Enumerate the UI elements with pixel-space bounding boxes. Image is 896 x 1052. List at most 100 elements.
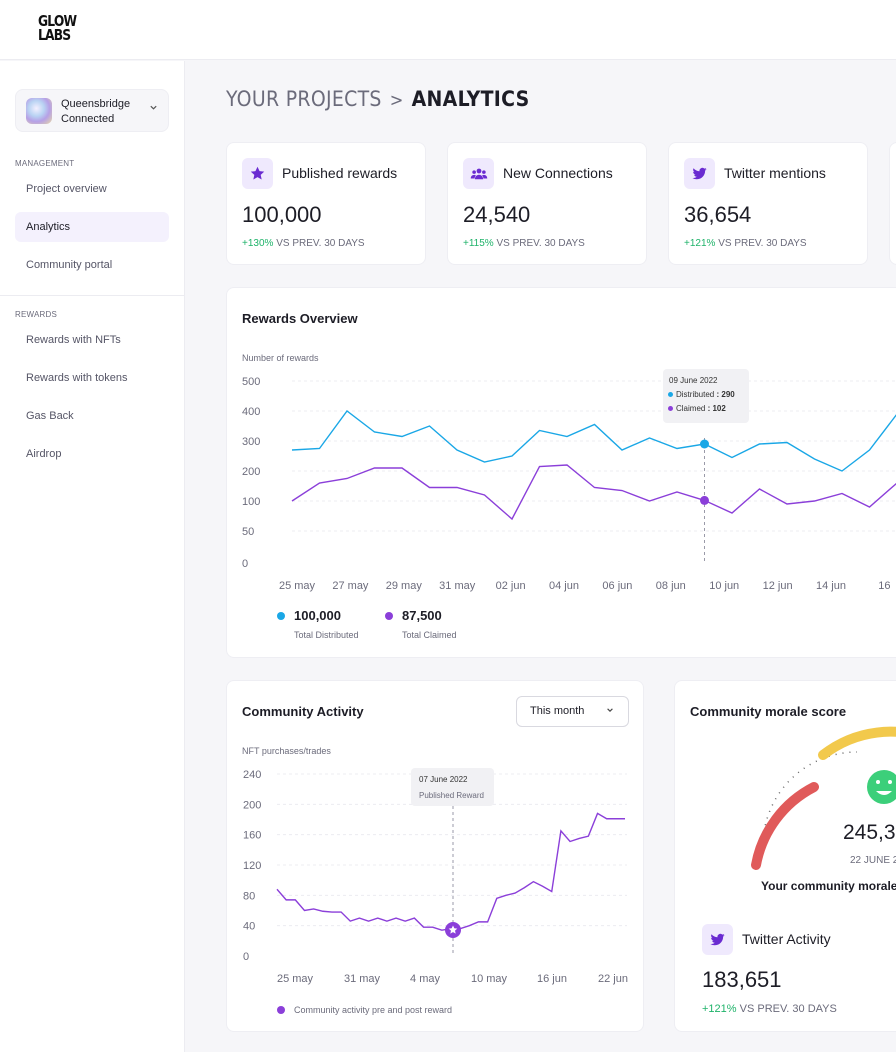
stat-value: 24,540 xyxy=(463,202,531,227)
x-tick-label: 31 may xyxy=(439,580,476,592)
x-tick-label: 04 jun xyxy=(549,580,579,592)
breadcrumb: YOUR PROJECTS > ANALYTICS xyxy=(226,86,530,114)
stat-change: +115% VS PREV. 30 DAYS xyxy=(463,238,585,249)
tooltip-distributed-label: Distributed xyxy=(676,390,715,399)
x-tick-label: 4 may xyxy=(410,973,440,985)
twitter-icon xyxy=(684,158,715,189)
y-tick-label: 120 xyxy=(243,860,261,872)
breadcrumb-parent[interactable]: YOUR PROJECTS xyxy=(226,87,382,111)
stat-period: VS PREV. 30 DAYS xyxy=(276,238,365,249)
x-tick-label: 06 jun xyxy=(602,580,632,592)
logo-line-1: GLOW xyxy=(38,12,77,30)
y-tick-label: 240 xyxy=(243,769,261,781)
x-tick-label: 29 may xyxy=(386,580,423,592)
twitter-activity-period: VS PREV. 30 DAYS xyxy=(739,1003,837,1015)
twitter-icon xyxy=(702,924,733,955)
sidebar-item-gas-back[interactable]: Gas Back xyxy=(26,410,74,422)
tooltip-distributed-dot xyxy=(668,392,673,397)
stat-label: New Connections xyxy=(503,165,613,181)
account-status: Connected xyxy=(61,113,115,125)
stat-change: +121% VS PREV. 30 DAYS xyxy=(684,238,807,249)
breadcrumb-separator: > xyxy=(389,90,404,111)
x-tick-label: 31 may xyxy=(344,973,381,985)
chevron-down-icon xyxy=(606,697,614,726)
sidebar-item-rewards-nfts[interactable]: Rewards with NFTs xyxy=(26,334,121,346)
y-tick-label: 400 xyxy=(242,406,260,418)
sidebar-item-project-overview[interactable]: Project overview xyxy=(26,183,107,195)
smiley-face-icon xyxy=(867,770,896,804)
stat-change-percent: +130% xyxy=(242,238,274,249)
morale-caption: Your community morale xyxy=(761,879,896,893)
x-tick-label: 12 jun xyxy=(763,580,793,592)
x-tick-label: 25 may xyxy=(279,580,316,592)
x-tick-label: 27 may xyxy=(332,580,369,592)
activity-legend-label: Community activity pre and post reward xyxy=(294,1005,453,1015)
stat-period: VS PREV. 30 DAYS xyxy=(718,238,807,249)
tooltip-distributed: Distributed : 290 xyxy=(676,390,735,399)
stat-value: 100,000 xyxy=(242,202,322,227)
stat-change-percent: +121% xyxy=(684,238,716,249)
stat-value: 36,654 xyxy=(684,202,752,227)
sidebar-item-analytics[interactable]: Analytics xyxy=(15,212,169,242)
hover-point-claimed xyxy=(700,495,709,505)
project-avatar xyxy=(26,98,52,124)
hover-point-distributed xyxy=(700,439,709,449)
rewards-y-axis-label: Number of rewards xyxy=(242,353,319,363)
sidebar-item-rewards-tokens[interactable]: Rewards with tokens xyxy=(26,372,128,384)
top-bar: GLOW LABS xyxy=(0,0,896,60)
legend-claimed-dot xyxy=(385,612,393,620)
y-tick-label: 160 xyxy=(243,830,261,842)
activity-tooltip-text: Published Reward xyxy=(419,791,484,800)
y-tick-label: 300 xyxy=(242,436,260,448)
morale-date: 22 JUNE 2 xyxy=(850,855,896,866)
community-activity-card: Community Activity This month NFT purcha… xyxy=(226,680,644,1032)
activity-line-chart: 0 40 80 120 160 200 240 25 may 31 may 4 may 10 may… xyxy=(243,769,628,985)
activity-tooltip-date: 07 June 2022 xyxy=(419,775,468,784)
x-tick-label: 22 jun xyxy=(598,973,628,985)
x-tick-label: 16 xyxy=(878,580,890,592)
account-switcher[interactable]: Queensbridge Connected xyxy=(15,89,169,132)
legend-claimed-value: 87,500 xyxy=(402,608,442,623)
legend-distributed-value: 100,000 xyxy=(294,608,341,623)
gauge-yellow-segment xyxy=(818,726,896,760)
rewards-line-chart: 0 50 100 200 300 400 500 25 may 27 may 29 may 31 m… xyxy=(242,376,896,592)
rewards-tooltip: 09 June 2022 Distributed : 290 Claimed :… xyxy=(663,369,749,423)
legend-distributed-dot xyxy=(277,612,285,620)
twitter-activity-value: 183,651 xyxy=(702,967,782,992)
x-tick-label: 02 jun xyxy=(496,580,526,592)
tooltip-claimed-value: : 102 xyxy=(707,404,726,413)
x-tick-label: 14 jun xyxy=(816,580,846,592)
sidebar: Queensbridge Connected MANAGEMENT Projec… xyxy=(0,61,185,1052)
y-tick-label: 50 xyxy=(242,526,254,538)
rewards-overview-title: Rewards Overview xyxy=(242,311,358,326)
chevron-down-icon xyxy=(149,103,158,115)
series-line-activity xyxy=(276,812,625,931)
period-dropdown[interactable]: This month xyxy=(516,696,629,727)
period-dropdown-value: This month xyxy=(530,705,585,717)
y-tick-label: 100 xyxy=(242,496,260,508)
legend-distributed-label: Total Distributed xyxy=(294,630,359,640)
community-activity-title: Community Activity xyxy=(242,704,364,719)
stat-card-partial xyxy=(889,142,896,265)
stat-change: +130% VS PREV. 30 DAYS xyxy=(242,238,365,249)
x-tick-label: 08 jun xyxy=(656,580,686,592)
glow-labs-logo[interactable]: GLOW LABS xyxy=(38,12,77,43)
y-tick-label: 0 xyxy=(243,951,249,963)
legend-claimed-label: Total Claimed xyxy=(402,630,457,640)
sidebar-item-community-portal[interactable]: Community portal xyxy=(26,259,113,271)
x-tick-label: 10 may xyxy=(471,973,508,985)
y-tick-label: 0 xyxy=(242,558,248,570)
activity-tooltip: 07 June 2022 Published Reward xyxy=(411,768,494,806)
page-title: ANALYTICS xyxy=(411,87,530,111)
twitter-activity-change: +121% VS PREV. 30 DAYS xyxy=(702,1003,837,1015)
stat-card-twitter-mentions: Twitter mentions 36,654 +121% VS PREV. 3… xyxy=(668,142,868,265)
section-label-rewards: REWARDS xyxy=(15,310,57,319)
morale-value: 245,3 xyxy=(843,821,896,844)
morale-gauge xyxy=(751,726,896,870)
sidebar-item-airdrop[interactable]: Airdrop xyxy=(26,448,62,460)
stat-label: Twitter mentions xyxy=(724,165,826,181)
tooltip-claimed-dot xyxy=(668,406,673,411)
activity-y-axis-label: NFT purchases/trades xyxy=(242,746,331,756)
series-line-distributed xyxy=(291,410,896,472)
sidebar-divider xyxy=(0,295,185,296)
